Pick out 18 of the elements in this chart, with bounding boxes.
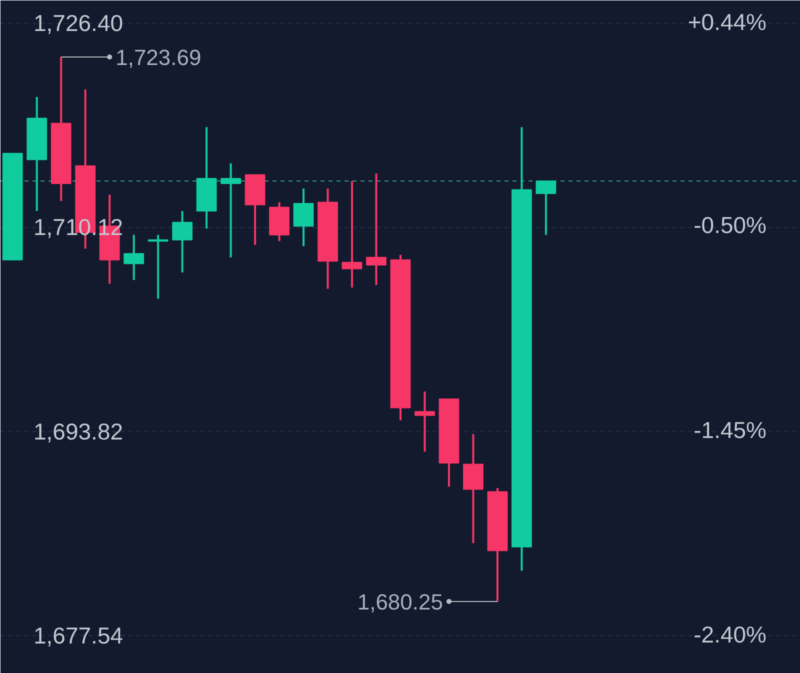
y2-tick-label: +0.44% xyxy=(688,9,767,36)
candlestick xyxy=(220,162,241,258)
y2-tick-label: -1.45% xyxy=(694,416,766,443)
candlestick xyxy=(148,234,168,300)
y-tick-label: 1,693.82 xyxy=(34,418,124,444)
annotation: 1,723.69 xyxy=(116,45,202,70)
candlestick xyxy=(293,187,314,248)
candlestick xyxy=(366,172,386,286)
candlestick xyxy=(172,210,193,274)
candlestick xyxy=(414,390,435,453)
y2-tick-label: -2.40% xyxy=(694,622,766,648)
candlestick xyxy=(536,180,556,236)
candlestick xyxy=(342,180,362,288)
y-tick-label: 1,677.54 xyxy=(34,622,124,648)
y2-tick-label: -0.50% xyxy=(694,212,766,238)
annotation: 1,680.25 xyxy=(357,589,443,614)
y-tick-label: 1,726.40 xyxy=(34,10,124,36)
candlestick xyxy=(124,234,144,281)
